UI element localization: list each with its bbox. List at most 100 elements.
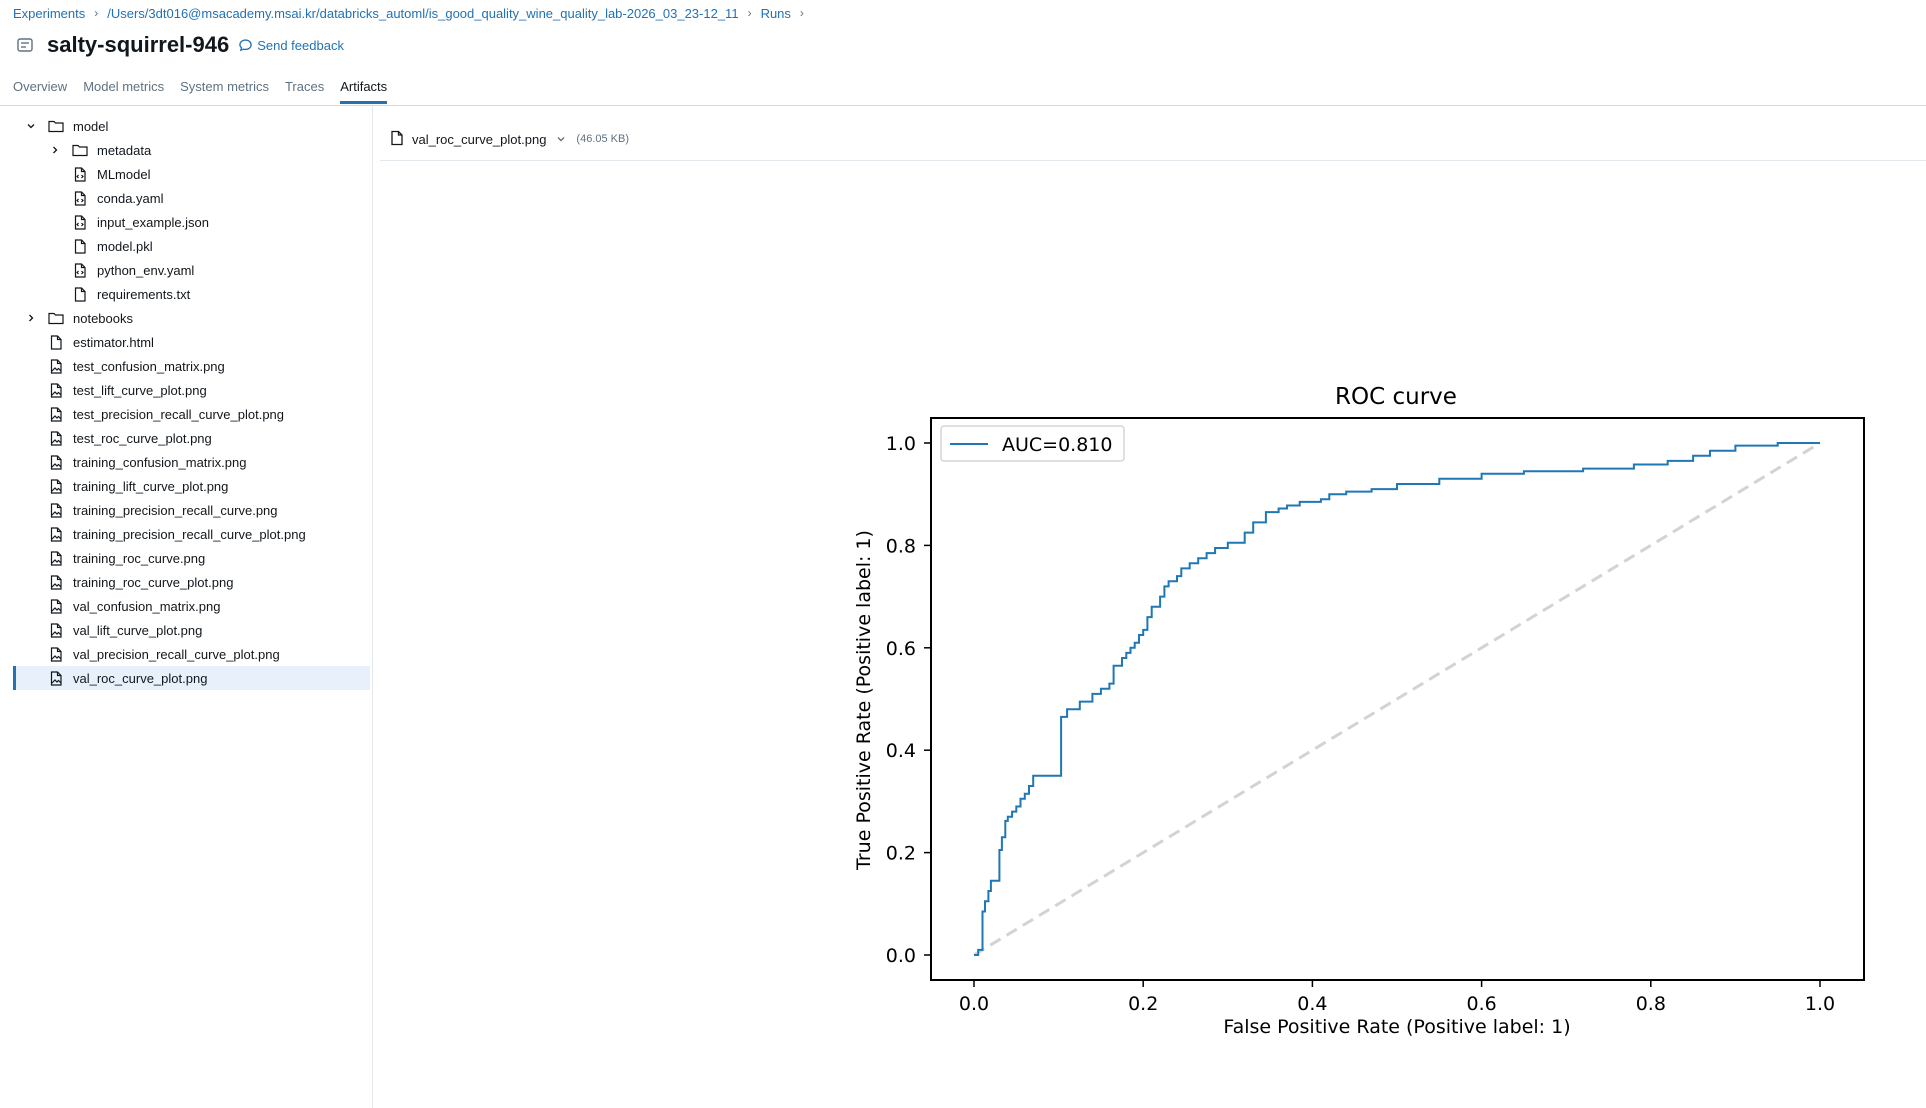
send-feedback-link[interactable]: Send feedback <box>238 38 344 53</box>
x-tick-label: 0.8 <box>1636 993 1666 1015</box>
tree-file[interactable]: training_precision_recall_curve.png <box>24 498 278 522</box>
tree-item-label: val_roc_curve_plot.png <box>73 670 208 686</box>
tree-file[interactable]: training_precision_recall_curve_plot.png <box>24 522 306 546</box>
tree-item-label: input_example.json <box>97 214 210 230</box>
tree-item-label: training_roc_curve.png <box>73 550 206 566</box>
tree-indent-spacer <box>24 479 38 493</box>
image-file-icon <box>48 550 64 566</box>
tree-indent-spacer <box>24 575 38 589</box>
code-file-icon <box>72 190 88 206</box>
tree-folder[interactable]: model <box>24 114 108 138</box>
tree-item-label: estimator.html <box>73 334 154 350</box>
tree-item-label: training_lift_curve_plot.png <box>73 478 229 494</box>
chevron-down-icon[interactable] <box>24 119 38 133</box>
chevron-down-icon[interactable] <box>556 132 566 147</box>
tree-indent-spacer <box>24 551 38 565</box>
tree-item-label: test_roc_curve_plot.png <box>73 430 212 446</box>
tree-item-label: test_precision_recall_curve_plot.png <box>73 406 285 422</box>
y-tick-label: 1.0 <box>886 433 916 455</box>
tree-item-label: model.pkl <box>97 238 153 254</box>
code-file-icon <box>72 166 88 182</box>
tree-file[interactable]: training_roc_curve_plot.png <box>24 570 233 594</box>
tab-model-metrics[interactable]: Model metrics <box>83 79 165 94</box>
breadcrumb-runs-link[interactable]: Runs <box>760 5 791 21</box>
artifact-viewer-header: val_roc_curve_plot.png (46.05 KB) <box>380 118 1926 161</box>
image-file-icon <box>48 598 64 614</box>
legend-box <box>940 425 1125 462</box>
breadcrumb: Experiments › /Users/3dt016@msacademy.ms… <box>13 5 813 21</box>
tree-file[interactable]: python_env.yaml <box>48 258 194 282</box>
image-file-icon <box>48 382 64 398</box>
tree-indent-spacer <box>24 335 38 349</box>
artifact-filename: val_roc_curve_plot.png <box>412 131 547 147</box>
tab-traces[interactable]: Traces <box>284 79 325 94</box>
tree-indent-spacer <box>24 431 38 445</box>
folder-icon <box>48 118 64 134</box>
image-file-icon <box>48 526 64 542</box>
tree-indent-spacer <box>24 671 38 685</box>
tree-item-label: requirements.txt <box>97 286 191 302</box>
chevron-right-icon[interactable] <box>24 311 38 325</box>
image-file-icon <box>48 670 64 686</box>
tree-indent-spacer <box>24 527 38 541</box>
x-axis-label: False Positive Rate (Positive label: 1) <box>1223 1016 1570 1038</box>
chart-title: ROC curve <box>1335 384 1457 410</box>
tab-artifacts[interactable]: Artifacts <box>340 79 387 105</box>
tree-item-label: val_lift_curve_plot.png <box>73 622 203 638</box>
tree-file[interactable]: estimator.html <box>24 330 154 354</box>
tree-item-label: training_roc_curve_plot.png <box>73 574 234 590</box>
tree-folder[interactable]: notebooks <box>24 306 133 330</box>
breadcrumb-experiment-path-link[interactable]: /Users/3dt016@msacademy.msai.kr/databric… <box>107 5 739 21</box>
tree-file[interactable]: test_precision_recall_curve_plot.png <box>24 402 284 426</box>
chevron-right-icon[interactable] <box>48 143 62 157</box>
x-tick-label: 0.2 <box>1128 993 1158 1015</box>
tree-indent-spacer <box>48 239 62 253</box>
legend-label: AUC=0.810 <box>1002 434 1112 456</box>
tree-file[interactable]: val_lift_curve_plot.png <box>24 618 202 642</box>
tree-file[interactable]: val_precision_recall_curve_plot.png <box>24 642 280 666</box>
tree-file[interactable]: training_confusion_matrix.png <box>24 450 246 474</box>
tree-item-label: training_precision_recall_curve.png <box>73 502 278 518</box>
file-icon <box>390 130 404 149</box>
tree-file[interactable]: input_example.json <box>48 210 209 234</box>
tree-folder[interactable]: metadata <box>48 138 151 162</box>
tree-indent-spacer <box>24 383 38 397</box>
tree-indent-spacer <box>48 287 62 301</box>
run-tabs: Overview Model metrics System metrics Tr… <box>13 79 403 105</box>
image-file-icon <box>48 574 64 590</box>
tree-item-label: conda.yaml <box>97 190 164 206</box>
tree-indent-spacer <box>24 455 38 469</box>
breadcrumb-experiments-link[interactable]: Experiments <box>13 5 86 21</box>
tree-file[interactable]: test_confusion_matrix.png <box>24 354 225 378</box>
tree-file[interactable]: conda.yaml <box>48 186 163 210</box>
y-tick-label: 0.8 <box>886 535 916 557</box>
tree-file[interactable]: training_lift_curve_plot.png <box>24 474 228 498</box>
tab-system-metrics[interactable]: System metrics <box>180 79 269 94</box>
image-file-icon <box>48 502 64 518</box>
image-file-icon <box>48 454 64 470</box>
tree-item-label: model <box>73 118 109 134</box>
tree-item-label: MLmodel <box>97 166 151 182</box>
y-axis-label: True Positive Rate (Positive label: 1) <box>853 530 875 871</box>
tree-file[interactable]: test_roc_curve_plot.png <box>24 426 212 450</box>
roc-curve-line <box>974 442 1820 956</box>
plot-frame <box>930 417 1865 981</box>
x-tick-label: 0.6 <box>1466 993 1496 1015</box>
tree-file[interactable]: val_roc_curve_plot.png <box>16 666 370 690</box>
tree-item-label: notebooks <box>73 310 133 326</box>
tree-file[interactable]: model.pkl <box>48 234 153 258</box>
x-tick-label: 0.0 <box>959 993 989 1015</box>
tree-file[interactable]: requirements.txt <box>48 282 190 306</box>
chart-legend: AUC=0.810 <box>940 425 1125 462</box>
file-icon <box>72 238 88 254</box>
tab-overview[interactable]: Overview <box>13 79 68 94</box>
tree-file[interactable]: training_roc_curve.png <box>24 546 205 570</box>
breadcrumb-separator: › <box>747 6 752 20</box>
tree-file[interactable]: MLmodel <box>48 162 150 186</box>
tree-file[interactable]: val_confusion_matrix.png <box>24 594 220 618</box>
tree-file[interactable]: test_lift_curve_plot.png <box>24 378 207 402</box>
tree-item-label: metadata <box>97 142 152 158</box>
x-tick-label: 1.0 <box>1805 993 1835 1015</box>
file-icon <box>72 286 88 302</box>
tree-indent-spacer <box>48 215 62 229</box>
